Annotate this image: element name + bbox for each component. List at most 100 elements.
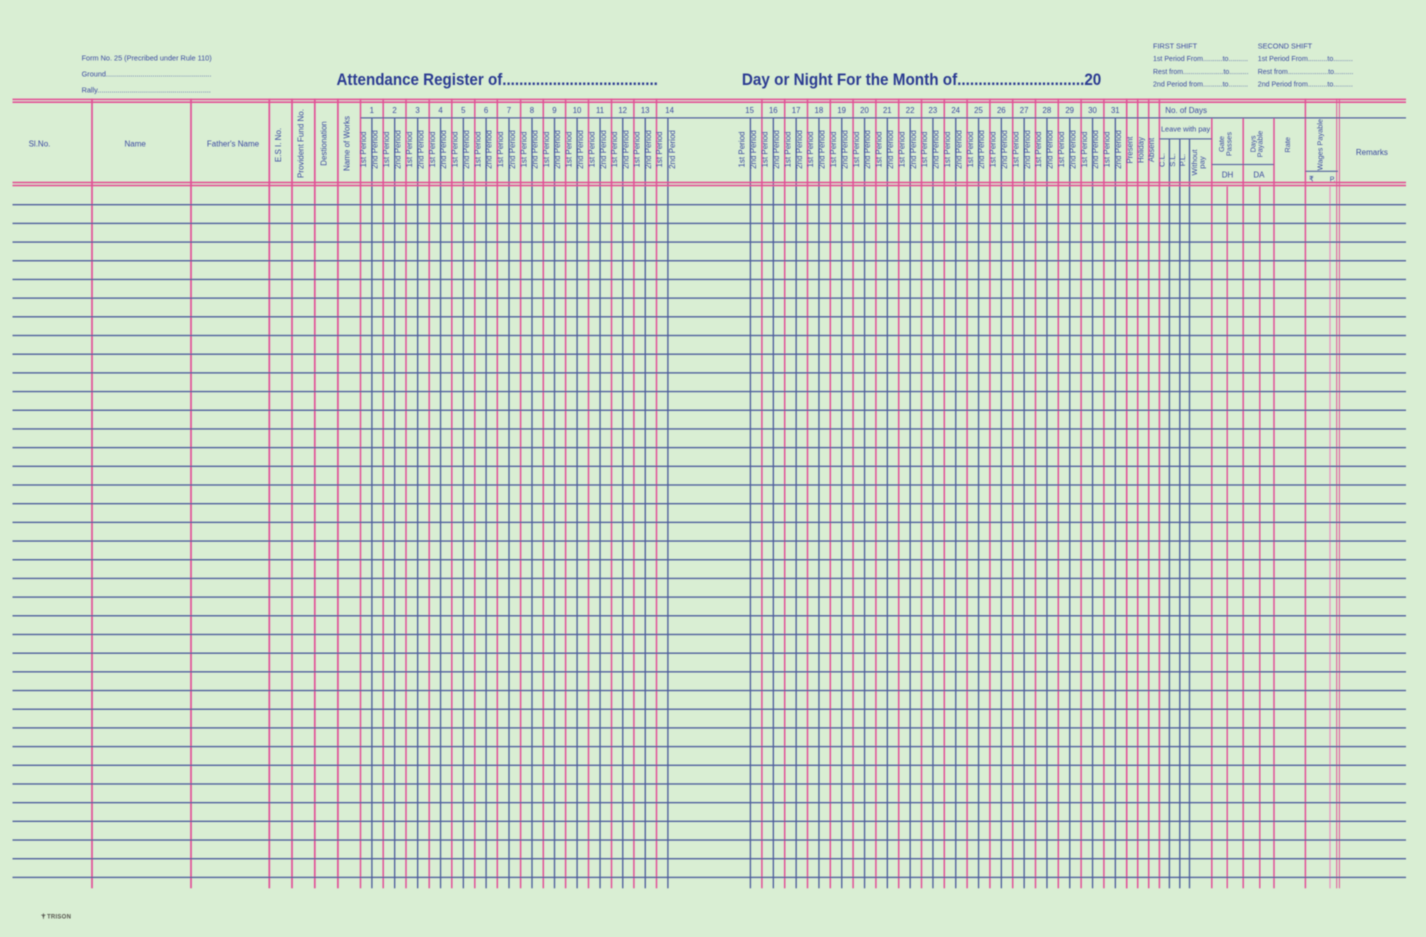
svg-text:1st Period: 1st Period [1034, 131, 1043, 167]
svg-text:2nd Period: 2nd Period [909, 130, 918, 169]
svg-text:1st Period: 1st Period [966, 131, 975, 167]
svg-text:2nd Period: 2nd Period [485, 130, 494, 169]
svg-text:27: 27 [1020, 106, 1029, 115]
svg-text:1st Period: 1st Period [989, 131, 998, 167]
svg-text:2nd Period: 2nd Period [393, 130, 402, 169]
svg-text:Destionation: Destionation [320, 121, 329, 165]
svg-text:2nd Period: 2nd Period [508, 130, 517, 169]
svg-text:2nd Period: 2nd Period [795, 130, 804, 169]
svg-text:Father's Name: Father's Name [207, 139, 260, 148]
svg-text:FIRST SHIFT: FIRST SHIFT [1153, 42, 1198, 51]
svg-text:26: 26 [997, 106, 1006, 115]
svg-text:25: 25 [974, 106, 983, 115]
svg-text:3: 3 [415, 106, 419, 115]
svg-text:pay: pay [1198, 156, 1207, 169]
svg-text:₹: ₹ [1309, 174, 1314, 183]
svg-text:TRISON: TRISON [47, 915, 71, 921]
svg-text:Form No. 25 (Precribed under R: Form No. 25 (Precribed under Rule 110) [82, 53, 212, 62]
svg-text:2nd Period from..........to...: 2nd Period from..........to.......... [1258, 80, 1353, 89]
svg-text:DA: DA [1253, 171, 1265, 180]
svg-text:20: 20 [860, 106, 869, 115]
svg-text:1st Period: 1st Period [610, 131, 619, 167]
svg-text:SECOND SHIFT: SECOND SHIFT [1258, 42, 1313, 51]
svg-text:Wages Payable: Wages Payable [1316, 119, 1325, 171]
svg-text:S.L.: S.L. [1168, 153, 1177, 167]
svg-text:11: 11 [596, 106, 604, 115]
svg-text:1st Period: 1st Period [473, 131, 482, 167]
svg-text:Rally.........................: Rally...................................… [82, 86, 211, 95]
svg-text:Rest from.....................: Rest from.....................to........… [1258, 67, 1354, 76]
svg-text:2nd Period from..........to...: 2nd Period from..........to.......... [1153, 80, 1248, 89]
svg-text:Sl.No.: Sl.No. [29, 139, 51, 148]
svg-text:10: 10 [573, 106, 582, 115]
svg-text:17: 17 [792, 106, 801, 115]
svg-text:P.L.: P.L. [1178, 154, 1187, 167]
svg-text:1st Period: 1st Period [564, 131, 573, 167]
svg-text:2nd Period: 2nd Period [772, 130, 781, 169]
svg-text:2nd Period: 2nd Period [462, 130, 471, 169]
svg-text:22: 22 [906, 106, 915, 115]
svg-text:2nd Period: 2nd Period [749, 130, 758, 169]
svg-text:8: 8 [530, 106, 534, 115]
svg-text:1st Period: 1st Period [783, 131, 792, 167]
svg-text:1st Period: 1st Period [382, 131, 391, 167]
svg-text:2nd Period: 2nd Period [818, 130, 827, 169]
svg-text:Provident Fund No.: Provident Fund No. [297, 109, 306, 178]
svg-text:2nd Period: 2nd Period [977, 130, 986, 169]
svg-text:1st Period: 1st Period [806, 131, 815, 167]
svg-text:Present: Present [1125, 136, 1134, 164]
svg-text:Rate: Rate [1283, 137, 1292, 153]
svg-text:1st Period: 1st Period [738, 131, 747, 167]
svg-text:31: 31 [1111, 106, 1120, 115]
svg-text:1st Period: 1st Period [875, 131, 884, 167]
svg-text:Day or Night For the Month of.: Day or Night For the Month of...........… [742, 71, 1101, 89]
svg-text:2nd Period: 2nd Period [1023, 130, 1032, 169]
svg-text:Attendance Register of........: Attendance Register of..................… [337, 71, 658, 89]
svg-text:1st Period: 1st Period [1057, 131, 1066, 167]
svg-text:2nd Period: 2nd Period [599, 130, 608, 169]
svg-text:1st Period: 1st Period [451, 131, 460, 167]
svg-text:2: 2 [392, 106, 396, 115]
svg-text:Name of Works: Name of Works [342, 116, 351, 171]
svg-text:2nd Period: 2nd Period [416, 130, 425, 169]
svg-text:Gate: Gate [1217, 136, 1226, 152]
svg-text:Holiday: Holiday [1136, 137, 1145, 163]
svg-text:Payable: Payable [1256, 131, 1265, 158]
svg-text:13: 13 [641, 106, 650, 115]
svg-text:1st Period: 1st Period [1103, 131, 1112, 167]
svg-text:2nd Period: 2nd Period [439, 130, 448, 169]
svg-text:1st Period: 1st Period [761, 131, 770, 167]
svg-text:2nd Period: 2nd Period [954, 130, 963, 169]
svg-text:2nd Period: 2nd Period [840, 130, 849, 169]
svg-text:2nd Period: 2nd Period [668, 130, 677, 169]
svg-text:Remarks: Remarks [1356, 148, 1388, 157]
svg-text:2nd Period: 2nd Period [1114, 130, 1123, 169]
svg-text:1st Period: 1st Period [405, 131, 414, 167]
svg-text:7: 7 [507, 106, 511, 115]
svg-text:1st Period From..........to...: 1st Period From..........to.......... [1153, 54, 1248, 63]
svg-text:6: 6 [484, 106, 488, 115]
svg-text:1st Period From..........to...: 1st Period From..........to.......... [1258, 54, 1353, 63]
svg-text:2nd Period: 2nd Period [886, 130, 895, 169]
svg-text:1st Period: 1st Period [519, 131, 528, 167]
svg-text:2nd Period: 2nd Period [1068, 130, 1077, 169]
svg-text:E.S I. No.: E.S I. No. [274, 128, 283, 162]
svg-text:9: 9 [552, 106, 556, 115]
svg-text:12: 12 [618, 106, 627, 115]
svg-text:2nd Period: 2nd Period [863, 130, 872, 169]
svg-text:Days: Days [1248, 135, 1257, 152]
svg-text:C.L.: C.L. [1158, 153, 1167, 167]
svg-text:2nd Period: 2nd Period [1091, 130, 1100, 169]
svg-text:5: 5 [461, 106, 466, 115]
svg-text:2nd Period: 2nd Period [553, 130, 562, 169]
svg-text:2nd Period: 2nd Period [621, 130, 630, 169]
svg-text:1st Period: 1st Period [1080, 131, 1089, 167]
svg-text:29: 29 [1065, 106, 1074, 115]
svg-text:2nd Period: 2nd Period [644, 130, 653, 169]
svg-text:24: 24 [951, 106, 960, 115]
svg-text:1st Period: 1st Period [542, 131, 551, 167]
svg-text:1st Period: 1st Period [428, 131, 437, 167]
svg-text:1st Period: 1st Period [943, 131, 952, 167]
svg-text:1st Period: 1st Period [655, 131, 664, 167]
svg-text:4: 4 [438, 106, 443, 115]
